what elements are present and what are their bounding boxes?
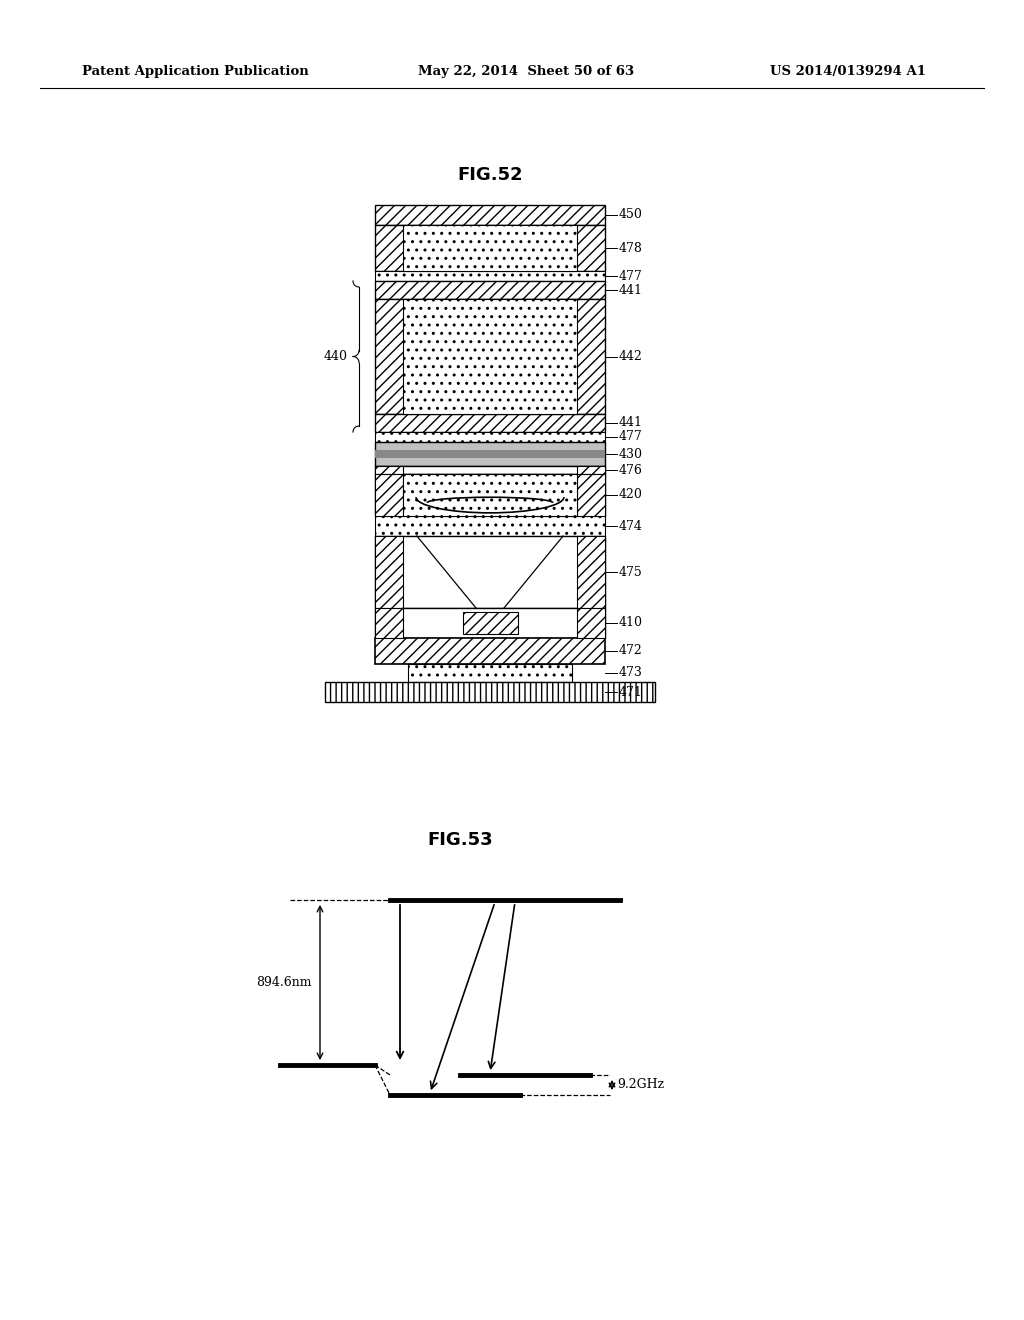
- Text: 471: 471: [618, 685, 643, 698]
- Bar: [375, 609, 403, 638]
- Bar: [403, 224, 577, 271]
- Text: 472: 472: [618, 644, 643, 657]
- Text: 478: 478: [618, 242, 643, 255]
- Bar: [375, 466, 605, 474]
- Text: 420: 420: [618, 488, 643, 502]
- Bar: [375, 414, 605, 432]
- Text: 475: 475: [618, 565, 643, 578]
- Bar: [375, 466, 403, 474]
- Bar: [375, 609, 605, 638]
- Bar: [375, 442, 605, 466]
- Bar: [577, 474, 605, 516]
- Text: 477: 477: [618, 269, 643, 282]
- Bar: [375, 281, 605, 300]
- Bar: [375, 536, 605, 609]
- Bar: [375, 450, 605, 458]
- Text: 430: 430: [618, 447, 643, 461]
- Text: FIG.52: FIG.52: [457, 166, 523, 183]
- Bar: [375, 516, 605, 536]
- Text: US 2014/0139294 A1: US 2014/0139294 A1: [770, 66, 926, 78]
- Text: 477: 477: [618, 430, 643, 444]
- Bar: [375, 271, 605, 281]
- Bar: [375, 474, 403, 516]
- Bar: [577, 609, 605, 638]
- Text: 9.2GHz: 9.2GHz: [617, 1078, 665, 1092]
- Bar: [375, 638, 605, 664]
- Text: FIG.53: FIG.53: [427, 832, 493, 849]
- Text: 442: 442: [618, 350, 643, 363]
- Text: 476: 476: [618, 463, 643, 477]
- Bar: [325, 682, 655, 702]
- Text: 441: 441: [618, 417, 643, 429]
- Bar: [463, 612, 517, 634]
- Text: 441: 441: [618, 284, 643, 297]
- Text: 450: 450: [618, 209, 643, 222]
- Text: 440: 440: [324, 350, 348, 363]
- Bar: [403, 300, 577, 414]
- Bar: [408, 664, 572, 682]
- Bar: [375, 474, 605, 516]
- Bar: [577, 466, 605, 474]
- Bar: [403, 474, 577, 516]
- Bar: [375, 536, 403, 609]
- Bar: [375, 432, 605, 442]
- Text: 474: 474: [618, 520, 643, 532]
- Text: 410: 410: [618, 616, 643, 630]
- Text: May 22, 2014  Sheet 50 of 63: May 22, 2014 Sheet 50 of 63: [418, 66, 634, 78]
- Text: Patent Application Publication: Patent Application Publication: [82, 66, 309, 78]
- Text: 894.6nm: 894.6nm: [256, 975, 312, 989]
- Bar: [375, 224, 605, 271]
- Bar: [375, 300, 605, 414]
- Bar: [577, 536, 605, 609]
- Bar: [375, 205, 605, 224]
- Text: 473: 473: [618, 667, 643, 680]
